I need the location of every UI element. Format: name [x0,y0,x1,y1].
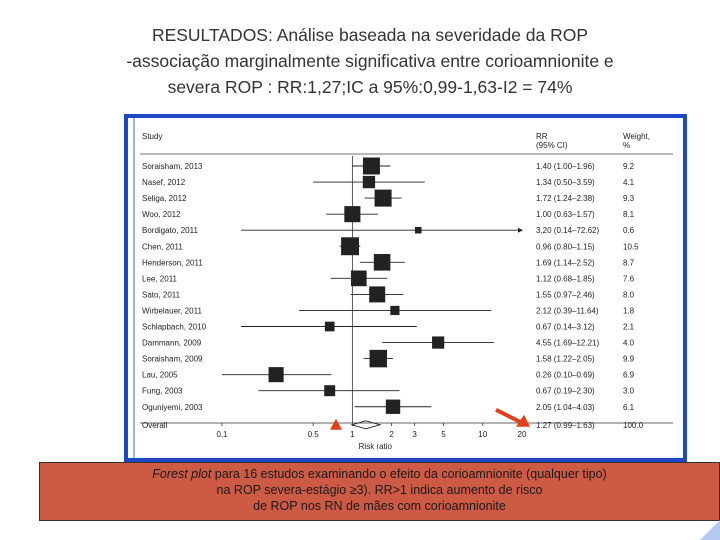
study-label-6: Henderson, 2011 [142,258,203,267]
study-label-10: Schlapbach, 2010 [142,323,207,332]
study-label-8: Sato, 2011 [142,290,181,299]
point-marker-10 [324,321,335,332]
weight-0: 9.2 [623,162,635,171]
study-label-4: Bordigato, 2011 [142,226,198,235]
header-study: Study [142,132,162,141]
study-label-5: Chen, 2011 [142,242,183,251]
study-label-1: Nasef, 2012 [142,178,186,187]
weight-12: 9.9 [623,355,635,364]
header-rr: RR [536,132,548,141]
weight-7: 7.6 [623,274,635,283]
header-weight: Weight, [623,132,650,141]
rr-ci-10: 0.67 (0.14–3.12) [536,323,595,332]
forest-plot-frame: Study RR (95% CI) Weight,% Soraisham, 2013 1.… [124,114,687,462]
title-line-1: RESULTADOS: Análise baseada na severidad… [151,25,589,45]
header-weight-unit: % [623,141,630,150]
point-marker-8 [369,286,386,303]
forest-plot: Study RR(95% CI) Weight,% Soraisham, 2013 1.… [140,132,673,451]
rr-ci-4: 3.20 (0.14–72.62) [536,226,599,235]
study-label-13: Lau, 2005 [142,371,178,380]
study-label-15: Oguniyemi, 2003 [142,403,203,412]
title-line-2: -associação marginalmente significativa … [126,51,614,71]
rr-ci-12: 1.58 (1.22–2.05) [536,355,595,364]
point-marker-5 [341,237,360,256]
weight-6: 8.7 [623,258,635,267]
overall-rr-ci: 1.27 (0.99–1.63) [536,421,595,430]
study-label-14: Fung, 2003 [142,387,183,396]
weight-10: 2.1 [623,323,635,332]
overall-diamond [350,420,382,430]
x-tick-label-7: 20 [518,430,527,439]
weight-11: 4.0 [623,339,635,348]
x-tick-label-3: 2 [389,430,394,439]
rr-ci-9: 2.12 (0.39–11.64) [536,306,599,315]
overall-weight: 100.0 [623,421,644,430]
point-marker-9 [390,305,400,316]
study-label-3: Woo, 2012 [142,210,181,219]
title-line-3: severa ROP : RR:1,27;IC a 95%:0,99-1,63-… [167,77,573,97]
study-label-12: Soraisham, 2009 [142,355,203,364]
x-tick-label-6: 10 [478,430,487,439]
caption-line-3: de ROP nos RN de mães com corioamnionite [253,499,506,513]
weight-1: 4.1 [623,178,635,187]
rr-ci-13: 0.26 (0.10–0.69) [536,371,595,380]
x-tick-label-0: 0.1 [216,430,228,439]
weight-14: 3.0 [623,387,635,396]
caption-line-1: Forest plot para 16 estudos examinando o… [40,466,719,482]
rr-ci-0: 1.40 (1.00–1.96) [536,162,595,171]
rr-ci-3: 1.00 (0.63–1.57) [536,210,595,219]
rr-ci-14: 0.67 (0.19–2.30) [536,387,595,396]
point-marker-1 [362,175,376,189]
weight-4: 0.6 [623,226,635,235]
caption-italic: Forest plot [152,467,212,481]
point-marker-6 [373,254,391,271]
x-tick-label-4: 3 [412,430,417,439]
ci-arrow-4 [518,227,523,233]
caption-line-1-rest: para 16 estudos examinando o efeito da c… [211,467,607,481]
point-marker-0 [362,157,380,175]
study-label-0: Soraisham, 2013 [142,162,203,171]
rr-ci-6: 1.69 (1.14–2.52) [536,258,595,267]
annotation-arrow-shaft [495,408,523,425]
weight-2: 9.3 [623,194,635,203]
weight-8: 8.0 [623,290,635,299]
weight-3: 8.1 [623,210,635,219]
point-marker-15 [385,399,401,414]
rr-ci-7: 1.12 (0.68–1.85) [536,274,595,283]
point-marker-3 [344,206,361,223]
point-marker-14 [324,385,336,397]
study-label-2: Seliga, 2012 [142,194,187,203]
point-marker-7 [350,270,367,287]
overall-label: Overall [142,421,168,430]
slide-corner-decoration [700,520,720,540]
weight-15: 6.1 [623,403,635,412]
x-tick-label-2: 1 [350,430,355,439]
rr-ci-15: 2.05 (1.04–4.03) [536,403,595,412]
study-label-9: Wirbelauer, 2011 [142,306,202,315]
rr-ci-8: 1.55 (0.97–2.46) [536,290,595,299]
header-rr-ci: (95% CI) [536,141,568,150]
x-tick-label-5: 5 [441,430,446,439]
x-axis-label: Risk ratio [359,442,393,451]
study-label-7: Lee, 2011 [142,274,178,283]
point-marker-4 [414,226,422,234]
caption-box: Forest plot para 16 estudos examinando o… [39,462,720,521]
rr-ci-11: 4.55 (1.69–12.21) [536,339,599,348]
rr-ci-1: 1.34 (0.50–3.59) [536,178,595,187]
annotation-triangle-icon [330,418,342,430]
point-marker-2 [374,189,392,207]
study-label-11: Dammann, 2009 [142,339,202,348]
caption-line-2: na ROP severa-estágio ≥3). RR>1 indica a… [216,483,543,497]
point-marker-11 [432,336,445,349]
weight-9: 1.8 [623,306,635,315]
point-marker-13 [268,367,284,383]
slide-title: RESULTADOS: Análise baseada na severidad… [100,22,640,100]
rr-ci-2: 1.72 (1.24–2.38) [536,194,595,203]
x-tick-label-1: 0.5 [308,430,320,439]
weight-5: 10.5 [623,242,639,251]
rr-ci-5: 0.96 (0.80–1.15) [536,242,595,251]
weight-13: 6.9 [623,371,635,380]
annotation-arrow-icon [516,414,530,427]
point-marker-12 [369,349,388,368]
